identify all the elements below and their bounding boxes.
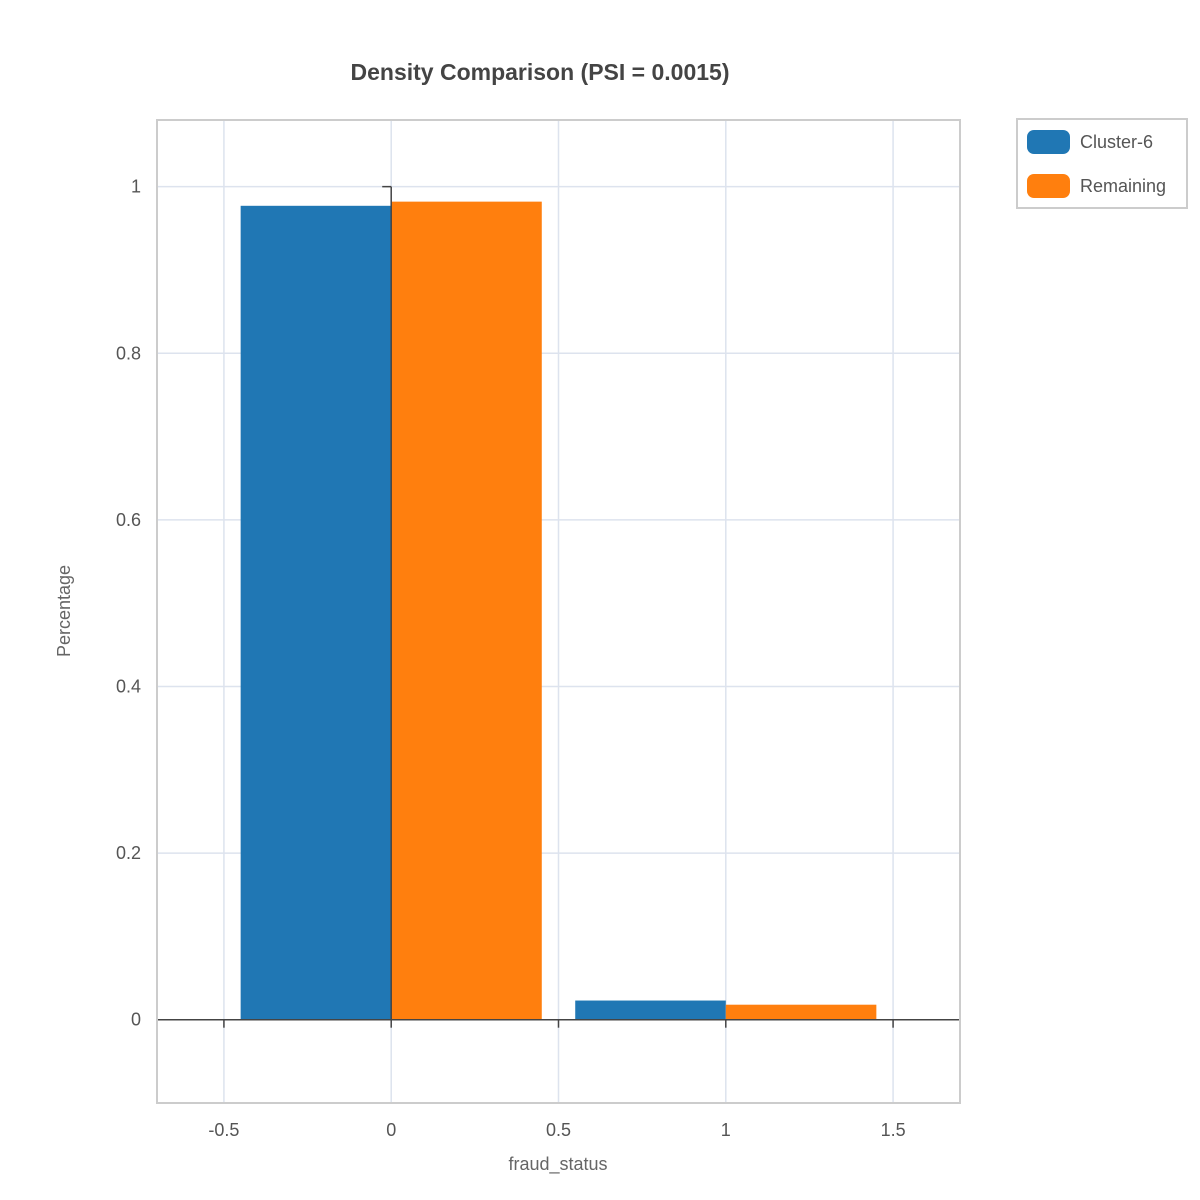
bar-remaining-0: [391, 201, 542, 1020]
legend-swatch: [1027, 174, 1070, 198]
x-tick-label: 0.5: [546, 1120, 571, 1140]
y-axis-title: Percentage: [54, 565, 74, 657]
bar-cluster-6-0: [240, 205, 392, 1020]
y-tick-label: 0: [131, 1010, 141, 1030]
x-tick-label: 0: [386, 1120, 396, 1140]
chart-title: Density Comparison (PSI = 0.0015): [351, 59, 730, 85]
legend-swatch: [1027, 130, 1070, 154]
legend-label: Cluster-6: [1080, 132, 1153, 152]
x-tick-label: -0.5: [208, 1120, 239, 1140]
x-tick-label: 1: [721, 1120, 731, 1140]
tick-labels: -0.5 0 0.5 1 1.5 0 0.2 0.4 0.6 0.8 1: [116, 177, 906, 1140]
y-tick-label: 0.2: [116, 843, 141, 863]
plot-frame: [156, 119, 961, 1104]
bars: [240, 201, 877, 1020]
y-tick-label: 1: [131, 177, 141, 197]
axes: [157, 185, 960, 1028]
bar-cluster-6-1: [575, 1000, 726, 1020]
bar-remaining-1: [725, 1004, 877, 1020]
x-axis-title: fraud_status: [508, 1154, 607, 1175]
y-tick-label: 0.8: [116, 343, 141, 363]
legend: Cluster-6 Remaining: [1016, 118, 1188, 209]
y-tick-label: 0.4: [116, 676, 141, 696]
x-tick-label: 1.5: [881, 1120, 906, 1140]
legend-label: Remaining: [1080, 176, 1166, 196]
y-tick-label: 0.6: [116, 510, 141, 530]
